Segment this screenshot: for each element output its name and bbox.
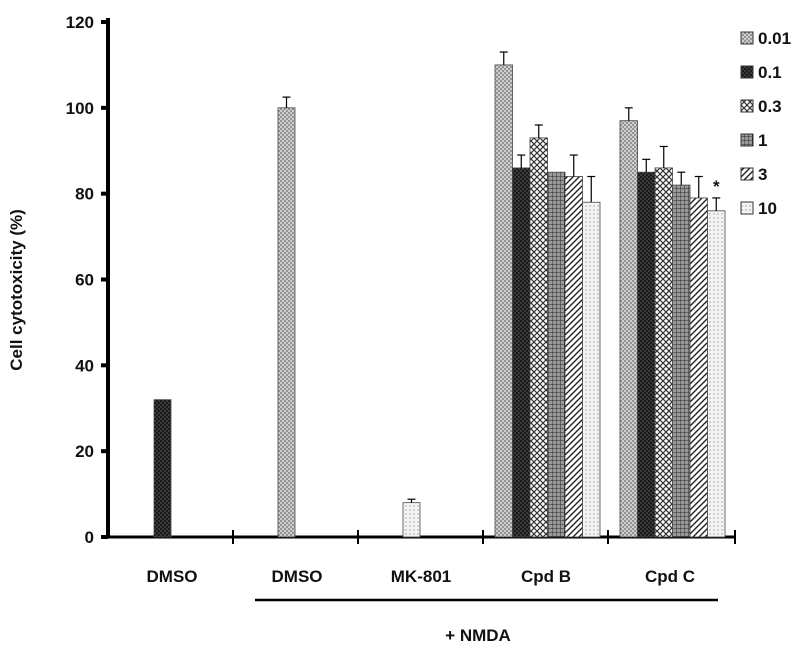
significance-marker: * bbox=[713, 177, 720, 196]
y-axis-title: Cell cytotoxicity (%) bbox=[7, 209, 26, 371]
legend-label: 1 bbox=[758, 131, 767, 150]
bar bbox=[690, 198, 708, 537]
legend-label: 0.3 bbox=[758, 97, 782, 116]
legend-label: 10 bbox=[758, 199, 777, 218]
bar bbox=[638, 172, 656, 537]
bar bbox=[620, 121, 638, 537]
bar bbox=[673, 185, 691, 537]
bar bbox=[565, 177, 583, 538]
bar bbox=[583, 202, 601, 537]
bar bbox=[530, 138, 548, 537]
bar bbox=[403, 503, 420, 537]
legend-label: 0.1 bbox=[758, 63, 782, 82]
bar bbox=[548, 172, 566, 537]
y-tick-label: 0 bbox=[85, 528, 94, 547]
y-tick-label: 60 bbox=[75, 271, 94, 290]
y-tick-label: 40 bbox=[75, 356, 94, 375]
legend-swatch bbox=[741, 202, 753, 214]
bar bbox=[708, 211, 726, 537]
plot-area: 0 20 40 60 80 100 120 DMSO DMSO MK-801 Cpd B Cpd C *… bbox=[66, 13, 791, 600]
bar bbox=[655, 168, 673, 537]
legend-swatch bbox=[741, 168, 753, 180]
bar bbox=[513, 168, 531, 537]
x-category-label: DMSO bbox=[272, 567, 323, 586]
legend-label: 3 bbox=[758, 165, 767, 184]
legend-swatch bbox=[741, 32, 753, 44]
y-tick-label: 120 bbox=[66, 13, 94, 32]
x-category-label: Cpd B bbox=[521, 567, 571, 586]
bar bbox=[495, 65, 513, 537]
y-tick-label: 100 bbox=[66, 99, 94, 118]
x-category-label: MK-801 bbox=[391, 567, 451, 586]
legend-swatch bbox=[741, 66, 753, 78]
bar bbox=[278, 108, 295, 537]
legend-swatch bbox=[741, 134, 753, 146]
group-label-nmda: + NMDA bbox=[445, 626, 511, 645]
x-category-label: Cpd C bbox=[645, 567, 695, 586]
y-tick-label: 20 bbox=[75, 442, 94, 461]
bar bbox=[154, 400, 171, 537]
x-category-label: DMSO bbox=[147, 567, 198, 586]
legend-label: 0.01 bbox=[758, 29, 791, 48]
legend-swatch bbox=[741, 100, 753, 112]
y-tick-label: 80 bbox=[75, 185, 94, 204]
